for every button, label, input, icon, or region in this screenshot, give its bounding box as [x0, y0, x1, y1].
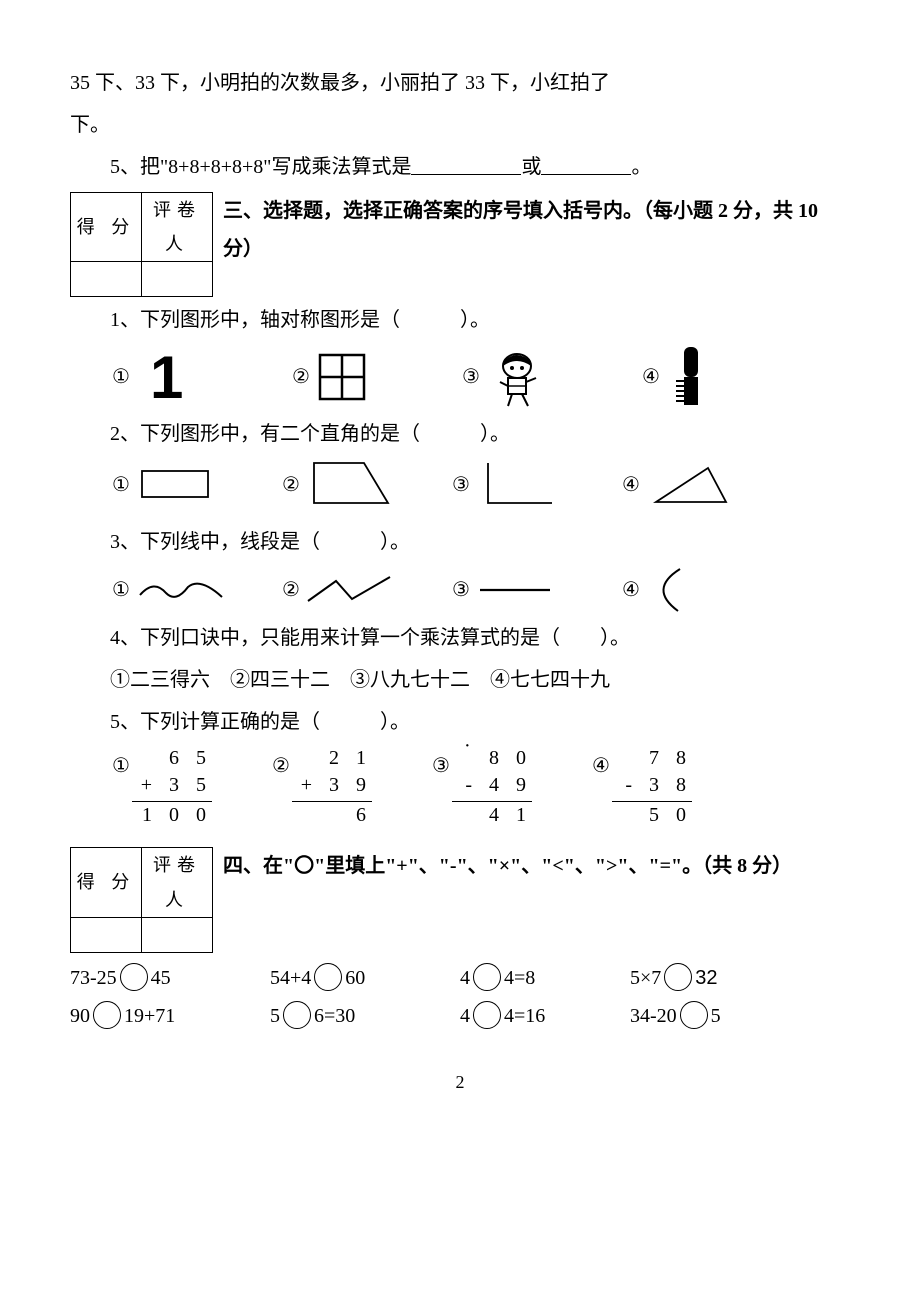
expr: 19+71 — [124, 1005, 175, 1027]
rectangle-icon — [132, 465, 222, 505]
circle-blank[interactable] — [93, 1001, 121, 1029]
svg-text:1: 1 — [150, 346, 183, 408]
vertical-calc: 7 8 - 3 8 5 0 — [612, 745, 692, 829]
expr: 4=8 — [504, 967, 535, 989]
option-num: ② — [280, 466, 302, 504]
option-num: ② — [280, 571, 302, 609]
pirate-character-icon — [482, 344, 552, 410]
q3-1: 1、下列图形中，轴对称图形是（ ）。 — [70, 301, 850, 339]
option-num: ③ — [450, 571, 472, 609]
option-num: ② — [270, 747, 292, 785]
arc-icon — [642, 565, 692, 615]
q3-2-options: ① ② ③ ④ — [70, 457, 850, 513]
q3-4: 4、下列口诀中，只能用来计算一个乘法算式的是（ ）。 — [70, 619, 850, 657]
right-angle-icon — [472, 457, 562, 513]
text: 或 — [521, 156, 541, 178]
wavy-line-icon — [132, 573, 232, 607]
expr: 45 — [151, 967, 171, 989]
triangle-icon — [642, 460, 742, 510]
grid-square-icon — [312, 349, 374, 405]
dot-icon: · — [464, 733, 471, 760]
expr: 4=16 — [504, 1005, 545, 1027]
expr: 32 — [695, 967, 717, 989]
expr: 5×7 — [630, 967, 661, 989]
zigzag-line-icon — [302, 573, 402, 607]
score-label: 得 分 — [71, 193, 142, 262]
section-4-title: 四、在"〇"里填上"+"、"-"、"×"、"<"、">"、"="。（共 8 分） — [223, 847, 850, 885]
option-num: ① — [110, 747, 132, 785]
q3-1-options: ① 1 ② ③ ④ — [70, 343, 850, 411]
q-continued-2: 下。 — [70, 106, 850, 144]
q3-3: 3、下列线中，线段是（ ）。 — [70, 523, 850, 561]
section-3-title: 三、选择题，选择正确答案的序号填入括号内。（每小题 2 分，共 10 分） — [223, 192, 850, 268]
option-num: ① — [110, 571, 132, 609]
option-num: ③ — [430, 747, 452, 785]
score-box: 得 分评卷人 — [70, 192, 213, 297]
option-num: ④ — [620, 571, 642, 609]
option-num: ④ — [620, 466, 642, 504]
expr: 73-25 — [70, 967, 117, 989]
digit-one-icon: 1 — [132, 346, 202, 408]
vertical-calc: · 8 0 - 4 9 4 1 — [452, 745, 532, 829]
q3-3-options: ① ② ③ ④ — [70, 565, 850, 615]
option-num: ④ — [640, 358, 662, 396]
vertical-calc: 2 1 + 3 9 6 — [292, 745, 372, 829]
grader-label: 评卷人 — [142, 193, 213, 262]
circle-blank[interactable] — [120, 963, 148, 991]
circle-blank[interactable] — [664, 963, 692, 991]
option-num: ① — [110, 466, 132, 504]
blank[interactable] — [541, 152, 631, 175]
grader-cell[interactable] — [142, 917, 213, 952]
expr: 60 — [345, 967, 365, 989]
expr: 4 — [460, 967, 470, 989]
option-num: ① — [110, 358, 132, 396]
q3-5-options: ① 6 5 + 3 5 1 0 0 ② 2 1 + 3 9 6 ③ · 8 0 … — [70, 745, 850, 829]
right-trapezoid-icon — [302, 457, 402, 513]
expr: 34-20 — [630, 1005, 677, 1027]
expr: 4 — [460, 1005, 470, 1027]
grader-label: 评卷人 — [142, 848, 213, 917]
circle-blank[interactable] — [314, 963, 342, 991]
text: 5、把"8+8+8+8+8"写成乘法算式是 — [110, 156, 411, 178]
expr: 6=30 — [314, 1005, 355, 1027]
q2-5: 5、把"8+8+8+8+8"写成乘法算式是 或 。 — [70, 148, 850, 186]
text: 下。 — [70, 114, 110, 136]
grader-cell[interactable] — [142, 262, 213, 297]
score-box: 得 分评卷人 — [70, 847, 213, 952]
circle-blank[interactable] — [473, 1001, 501, 1029]
score-cell[interactable] — [71, 262, 142, 297]
q3-5: 5、下列计算正确的是（ ）。 — [70, 703, 850, 741]
page-number: 2 — [70, 1065, 850, 1099]
option-num: ② — [290, 358, 312, 396]
q-continued: 35 下、33 下，小明拍的次数最多，小丽拍了 33 下，小红拍了 — [70, 64, 850, 102]
expr: 54+4 — [270, 967, 311, 989]
vertical-calc: 6 5 + 3 5 1 0 0 — [132, 745, 212, 829]
option-num: ③ — [460, 358, 482, 396]
circle-blank[interactable] — [283, 1001, 311, 1029]
circle-blank[interactable] — [473, 963, 501, 991]
line-segment-icon — [472, 578, 562, 602]
score-cell[interactable] — [71, 917, 142, 952]
expr: 5 — [270, 1005, 280, 1027]
sec4-row1: 73-25 45 54+4 60 4 4=8 5×7 32 — [70, 959, 850, 997]
expr: 5 — [711, 1005, 721, 1027]
option-num: ③ — [450, 466, 472, 504]
blank[interactable] — [411, 152, 521, 175]
option-num: ④ — [590, 747, 612, 785]
expr: 90 — [70, 1005, 90, 1027]
circle-blank[interactable] — [680, 1001, 708, 1029]
text: 。 — [631, 156, 651, 178]
q3-4-options: ①二三得六 ②四三十二 ③八九七十二 ④七七四十九 — [70, 661, 850, 699]
text: 35 下、33 下，小明拍的次数最多，小丽拍了 33 下，小红拍了 — [70, 72, 610, 94]
comb-icon — [662, 343, 712, 411]
q3-2: 2、下列图形中，有二个直角的是（ ）。 — [70, 415, 850, 453]
sec4-row2: 90 19+71 5 6=30 4 4=16 34-20 5 — [70, 997, 850, 1035]
score-label: 得 分 — [71, 848, 142, 917]
